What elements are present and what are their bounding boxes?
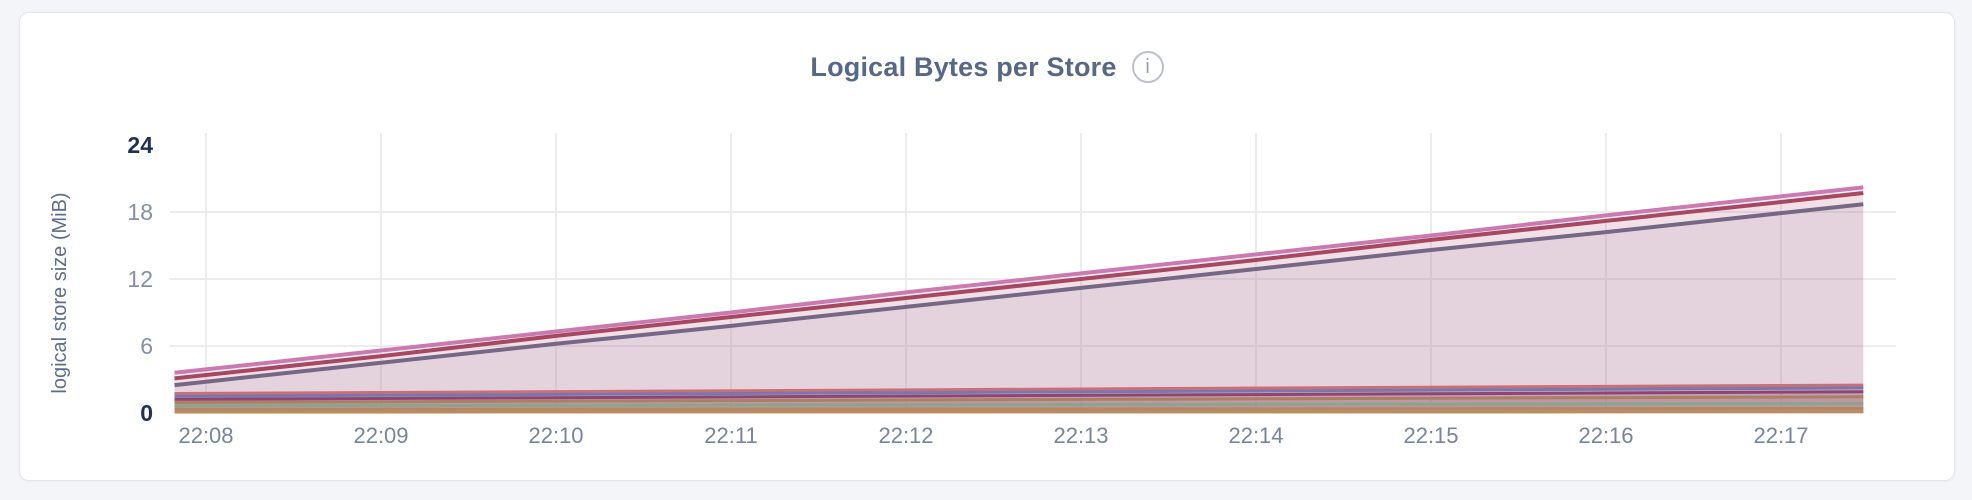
y-tick-label: 24 — [127, 132, 153, 158]
x-tick-label: 22:15 — [1403, 423, 1458, 448]
x-tick-label: 22:08 — [178, 423, 233, 448]
series-line-store-flat-1 — [174, 383, 1864, 395]
series-line-store-rising-maroon — [174, 191, 1864, 381]
y-tick-label: 0 — [140, 400, 153, 426]
info-icon[interactable]: i — [1131, 51, 1164, 83]
x-tick-label: 22:10 — [528, 423, 583, 448]
series-line-store-flat-6 — [174, 407, 1864, 411]
series-line-store-flat-4 — [174, 395, 1864, 404]
chart-header: Logical Bytes per Store i — [20, 51, 1954, 83]
y-tick-label: 6 — [140, 333, 153, 359]
series-line-store-flat-2 — [174, 386, 1864, 398]
chart-plot-area[interactable]: 22:08 22:09 22:10 22:11 22:12 22:13 22:14 22:15… — [20, 13, 1955, 481]
y-tick-label: 12 — [127, 266, 153, 292]
series-line-store-rising-orchid — [174, 185, 1864, 375]
y-axis-title: logical store size (MiB) — [49, 192, 71, 393]
x-tick-label: 22:14 — [1228, 423, 1283, 448]
x-tick-label: 22:16 — [1578, 423, 1633, 448]
series-line-store-flat-3 — [174, 390, 1864, 401]
x-tick-label: 22:12 — [878, 423, 933, 448]
y-tick-label: 18 — [127, 199, 153, 225]
x-tick-label: 22:11 — [704, 423, 757, 448]
series-line-store-flat-5 — [174, 402, 1864, 408]
series-area-store-rising-maroon — [174, 193, 1864, 413]
chart-title: Logical Bytes per Store — [810, 51, 1117, 82]
series-area-store-rising-slate — [174, 204, 1864, 413]
series-line-store-rising-slate — [174, 202, 1864, 388]
metric-card: 22:08 22:09 22:10 22:11 22:12 22:13 22:14 22:15… — [19, 12, 1955, 481]
x-tick-label: 22:13 — [1053, 423, 1108, 448]
x-tick-label: 22:09 — [353, 423, 408, 448]
series-area-store-rising-orchid — [174, 187, 1864, 413]
x-tick-label: 22:17 — [1753, 423, 1808, 448]
